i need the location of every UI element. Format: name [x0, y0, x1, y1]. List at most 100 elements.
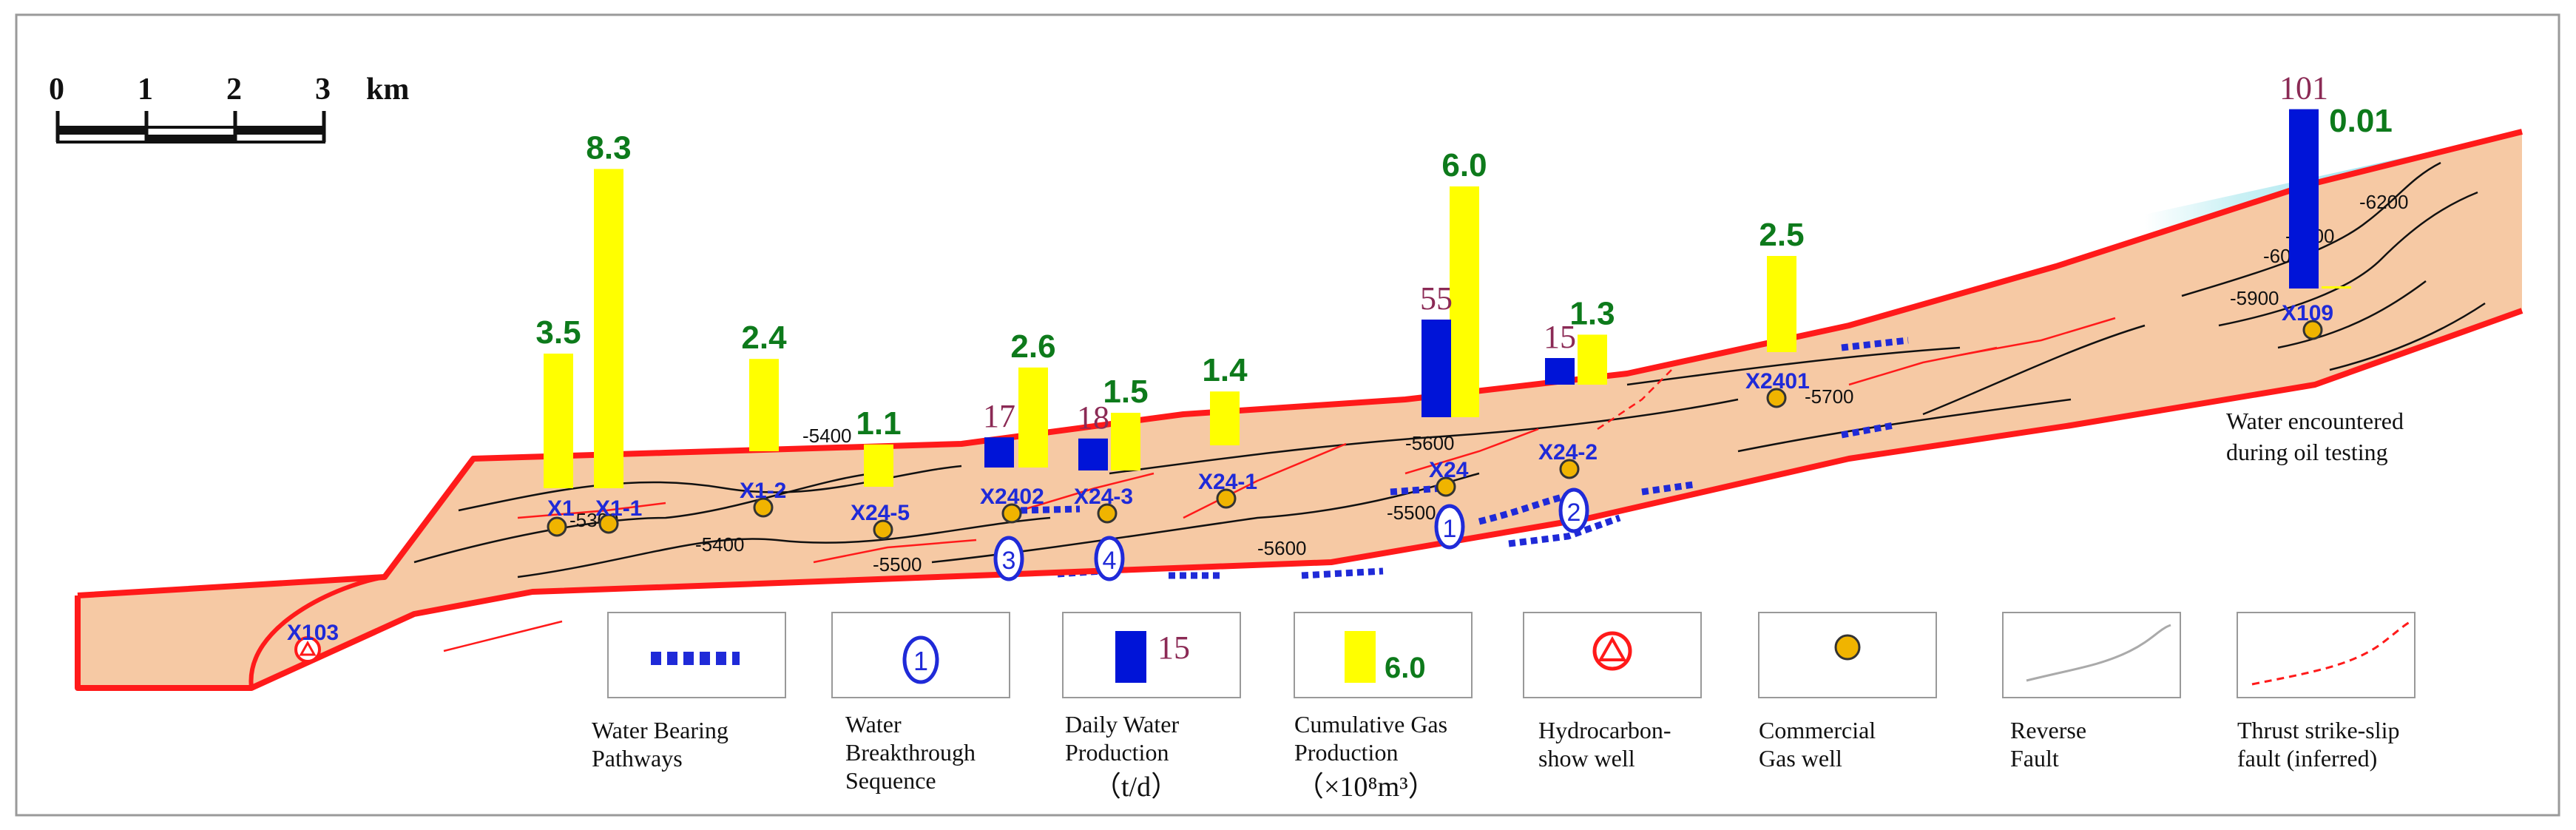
commercial-gas-well-marker: [873, 519, 893, 540]
gas-production-bar: [749, 359, 779, 451]
gas-production-label: 3.5: [535, 314, 581, 351]
water-production-label: 55: [1420, 280, 1453, 317]
legend-water-line-2: Production: [1065, 739, 1169, 766]
commercial-gas-well-marker: [1216, 488, 1237, 509]
legend-pathways-line-2: Pathways: [592, 745, 683, 772]
water-production-bar: [1078, 438, 1108, 470]
scale-tick-3: 3: [315, 72, 331, 107]
legend-sequence-line-1: Water: [845, 711, 902, 738]
contour-label: -5400: [802, 425, 852, 447]
legend-sequence-line-3: Sequence: [845, 767, 936, 794]
legend-sequence-sample: 1: [913, 646, 928, 676]
commercial-gas-well-marker: [2302, 320, 2323, 340]
well-label: X1: [547, 496, 575, 521]
scale-bar: 0 1 2 3 km: [49, 72, 409, 144]
legend-gas-line-2: Production: [1294, 739, 1398, 766]
commercial-gas-well-marker: [1436, 476, 1456, 497]
commercial-gas-well-marker: [598, 513, 619, 534]
gas-production-bar: [544, 354, 573, 488]
legend-box-gas-well: [1758, 612, 1937, 698]
legend-water-sample: 15: [1157, 630, 1190, 666]
legend-reverse-fault-line-2: Fault: [2010, 745, 2059, 772]
legend-gas-sample: 6.0: [1385, 652, 1426, 684]
legend-gas-line-3: （×10⁸m³）: [1296, 772, 1436, 803]
gas-production-label: 1.5: [1103, 374, 1148, 410]
legend-box-thrust-fault: [2237, 612, 2416, 698]
map-frame: [15, 13, 2560, 817]
gas-production-bar: [864, 444, 893, 487]
legend-sequence-line-2: Breakthrough: [845, 739, 976, 766]
legend-thrust-fault-line-1: Thrust strike-slip: [2237, 717, 2400, 743]
legend-reverse-fault-line-1: Reverse: [2010, 717, 2086, 743]
legend-thrust-fault-line-2: fault (inferred): [2237, 745, 2377, 772]
gas-production-label: 6.0: [1441, 147, 1487, 183]
thrust-faults: [443, 317, 2116, 652]
gas-production-bar: [1450, 186, 1479, 417]
contour-label: -5500: [873, 553, 922, 576]
gas-production-label: 2.4: [741, 320, 787, 356]
water-production-label: 15: [1544, 319, 1576, 355]
well-label: X2401: [1745, 369, 1810, 394]
well-label: X24-5: [851, 501, 910, 525]
well-label: X24-2: [1538, 440, 1598, 465]
note-line-2: during oil testing: [2226, 439, 2388, 465]
commercial-gas-well-marker: [1001, 503, 1022, 524]
contour-label: -5700: [1805, 385, 1854, 408]
legend-gas-line-1: Cumulative Gas: [1294, 711, 1447, 738]
gas-production-bar: [594, 169, 623, 488]
hydrocarbon-show-well-triangle: [299, 640, 317, 656]
sequence-1: 1: [1443, 515, 1457, 543]
legend-box-pathways: [607, 612, 786, 698]
water-production-bar: [1545, 358, 1575, 385]
sequence-3: 3: [1002, 547, 1016, 575]
water-production-label: 17: [983, 398, 1015, 434]
legend-box-gas: [1294, 612, 1473, 698]
scale-tick-0: 0: [49, 72, 64, 107]
water-production-bar: [984, 437, 1014, 468]
internal-fault: [249, 575, 385, 689]
gas-production-bar: [2322, 286, 2351, 289]
gas-production-label: 0.01: [2329, 103, 2393, 139]
wells-layer: X1 X1-1 X1-2 X24-5 X2402 X24-3 X24-1 X24 X24-2 X2…: [287, 301, 2333, 663]
gas-production-bar: [1210, 391, 1240, 445]
legend-show-well-line-2: show well: [1538, 745, 1635, 772]
legend: 1 15 6.0 Water Bearing Pathways Water Br…: [592, 612, 2416, 803]
water-production-label: 101: [2279, 70, 2328, 107]
gas-production-label: 1.3: [1569, 295, 1615, 331]
contour-label: -5400: [695, 533, 745, 556]
well-label: X24: [1429, 458, 1469, 482]
sequence-2: 2: [1567, 499, 1581, 527]
water-production-bar: [1421, 320, 1451, 417]
scale-tick-1: 1: [138, 72, 153, 107]
well-label: X1-2: [740, 479, 786, 503]
water-production-bar: [2289, 109, 2319, 289]
gas-production-label: 1.1: [856, 405, 901, 442]
gas-production-bar: [1767, 256, 1796, 352]
legend-show-well-line-1: Hydrocarbon-: [1538, 717, 1671, 743]
legend-pathways-line-1: Water Bearing: [592, 717, 728, 743]
contour-label: -5600: [1405, 432, 1455, 454]
note-line-1: Water encountered: [2226, 408, 2404, 434]
water-production-label: 18: [1077, 399, 1109, 436]
commercial-gas-well-marker: [1097, 503, 1118, 524]
well-label: X103: [287, 621, 339, 645]
gas-production-label: 8.3: [586, 129, 631, 166]
well-label: X24-1: [1198, 470, 1257, 494]
commercial-gas-well-marker: [1559, 459, 1580, 479]
commercial-gas-well-marker: [547, 516, 567, 537]
legend-water-line-3: （t/d）: [1093, 772, 1179, 803]
well-label: X1-1: [595, 496, 642, 521]
scale-unit: km: [366, 72, 409, 107]
contour-label: -5600: [1257, 537, 1307, 559]
legend-box-reverse-fault: [2002, 612, 2181, 698]
gas-production-bar: [1578, 334, 1607, 385]
contour-label: -6200: [2359, 191, 2409, 213]
contour-label: -5500: [1387, 502, 1436, 524]
contour-label: -5900: [2230, 287, 2279, 309]
commercial-gas-well-marker: [1766, 388, 1787, 408]
well-label: X24-3: [1074, 485, 1133, 509]
gas-production-label: 2.5: [1759, 217, 1804, 253]
scale-tick-2: 2: [226, 72, 242, 107]
gas-production-bar: [1111, 413, 1140, 470]
